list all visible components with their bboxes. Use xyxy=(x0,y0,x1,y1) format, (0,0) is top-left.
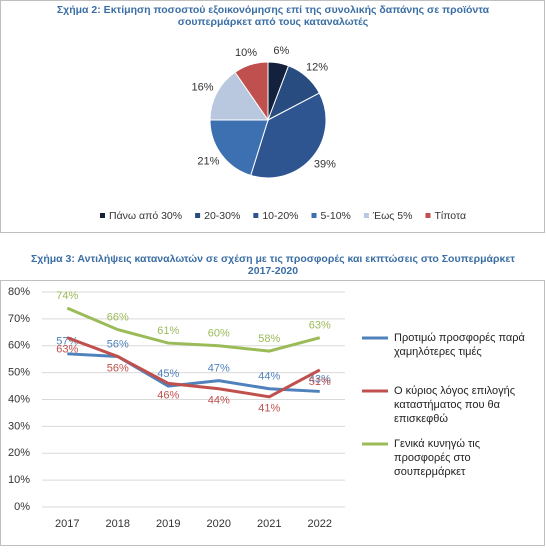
pie-slice xyxy=(209,119,269,177)
data-label: 46% xyxy=(157,389,179,401)
legend-swatch xyxy=(311,213,317,218)
legend-swatch xyxy=(425,213,431,218)
y-tick-label: 60% xyxy=(8,340,30,352)
data-label: 12% xyxy=(306,62,328,74)
y-tick-label: 20% xyxy=(8,447,30,459)
legend-swatch xyxy=(195,213,201,218)
data-label: 6% xyxy=(273,45,289,57)
data-label: 39% xyxy=(314,159,336,171)
legend-label: Έως 5% xyxy=(372,210,413,222)
legend-label: 20-30% xyxy=(204,210,240,222)
data-label: 10% xyxy=(235,47,257,59)
data-label: 21% xyxy=(197,155,219,167)
x-tick-label: 2021 xyxy=(257,518,281,530)
pie-slice xyxy=(209,71,269,121)
x-tick-label: 2017 xyxy=(55,518,79,530)
data-label: 56% xyxy=(107,362,129,374)
legend-swatch xyxy=(100,213,105,218)
data-label: 44% xyxy=(208,395,230,407)
y-tick-label: 50% xyxy=(8,367,30,379)
data-label: 44% xyxy=(258,371,280,383)
x-tick-label: 2022 xyxy=(308,518,332,530)
data-label: 58% xyxy=(258,333,280,345)
data-label: 60% xyxy=(208,328,230,340)
chart-title: Σχήμα 2: Εκτίμηση ποσοστού εξοικονόμησης… xyxy=(56,4,490,28)
chart-title: Σχήμα 3: Αντιλήψεις καταναλωτών σε σχέση… xyxy=(31,253,515,277)
x-tick-label: 2018 xyxy=(106,518,130,530)
y-tick-label: 10% xyxy=(8,474,30,486)
legend-label: Πάνω από 30% xyxy=(109,210,182,222)
x-tick-label: 2019 xyxy=(156,518,180,530)
data-label: 63% xyxy=(56,344,78,356)
data-label: 43% xyxy=(309,373,331,385)
legend-label: Τίποτα xyxy=(434,210,466,222)
data-label: 45% xyxy=(157,368,179,380)
y-tick-label: 30% xyxy=(8,420,30,432)
legend-label: Ο κύριος λόγος επιλογής καταστήματος που… xyxy=(394,385,516,425)
pie-slice xyxy=(250,92,327,179)
legend-swatch xyxy=(363,213,369,218)
data-label: 47% xyxy=(208,363,230,375)
series-line xyxy=(66,306,321,353)
legend-label: Προτιμώ προσφορές παρά χαμηλότερες τιμές xyxy=(394,332,525,358)
data-label: 74% xyxy=(56,290,78,302)
data-label: 41% xyxy=(258,403,280,415)
data-label: 56% xyxy=(107,338,129,350)
y-tick-label: 80% xyxy=(8,286,30,298)
chart-frame xyxy=(0,280,545,546)
legend-label: Γενικά κυνηγώ τις προσφορές στο σουπερμά… xyxy=(394,438,481,478)
data-label: 16% xyxy=(191,81,213,93)
chart-frame xyxy=(0,0,545,233)
series-line xyxy=(67,352,320,393)
x-tick-label: 2020 xyxy=(207,518,231,530)
legend-label: 10-20% xyxy=(262,210,298,222)
legend-label: 5-10% xyxy=(321,210,351,222)
legend-swatch xyxy=(253,213,259,218)
y-tick-label: 0% xyxy=(14,501,30,513)
data-label: 66% xyxy=(107,312,129,324)
data-label: 51% xyxy=(309,376,331,388)
pie-slice xyxy=(234,61,269,122)
data-label: 61% xyxy=(157,325,179,337)
y-tick-label: 40% xyxy=(8,393,30,405)
y-tick-label: 70% xyxy=(8,313,30,325)
data-label: 63% xyxy=(309,320,331,332)
series-line xyxy=(66,336,321,399)
